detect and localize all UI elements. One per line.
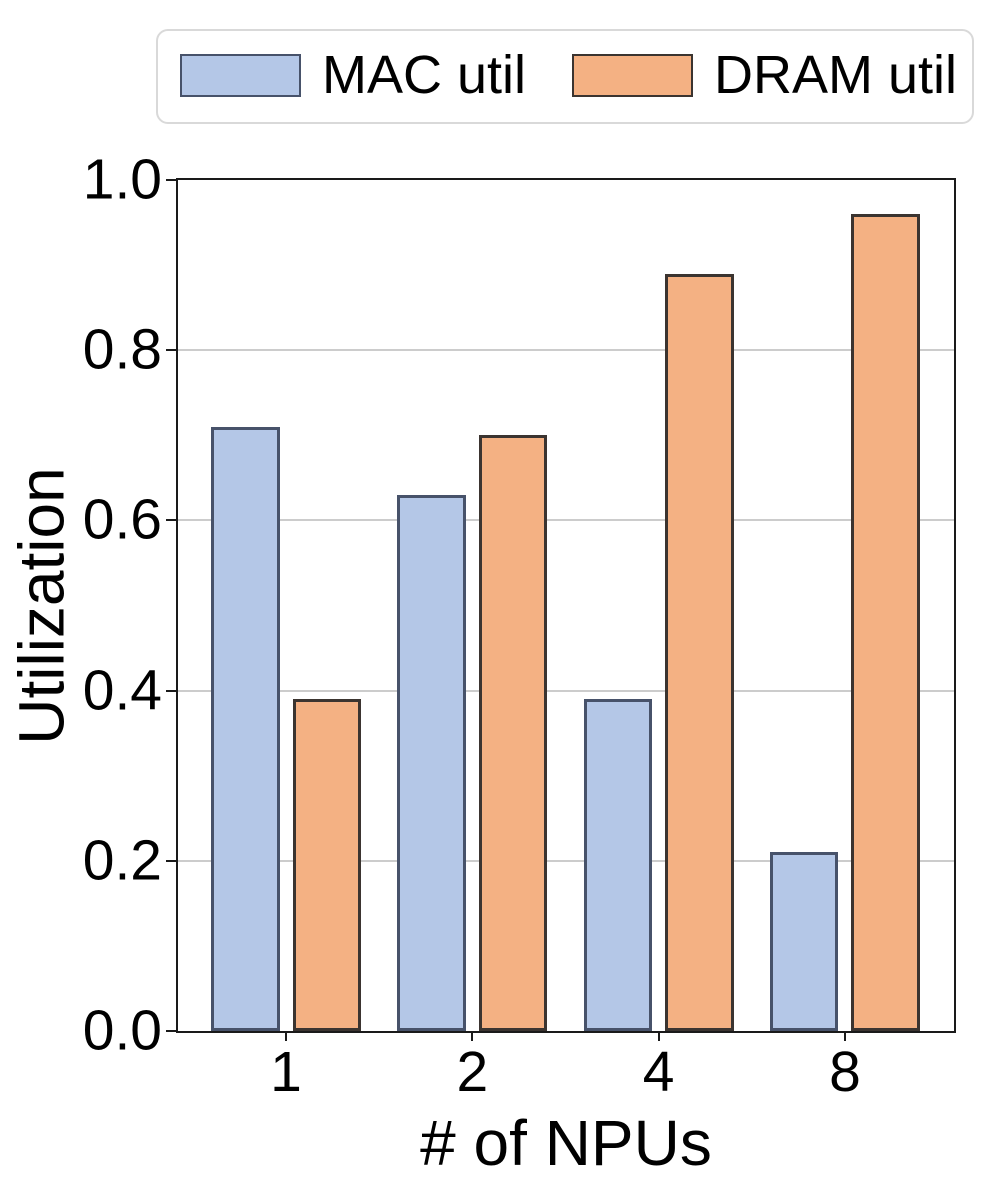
y-tick-mark-0.0 [166, 1030, 176, 1032]
legend-item-dram-util: DRAM util [572, 45, 958, 105]
x-tick-mark-8 [843, 1031, 846, 1041]
y-tick-label-0.2: 0.2 [82, 828, 162, 893]
y-tick-label-0.6: 0.6 [82, 487, 162, 552]
y-tick-mark-0.4 [166, 689, 176, 692]
bar-mac-util-npu-2 [397, 494, 466, 1031]
y-tick-mark-1.0 [166, 179, 176, 181]
x-tick-label-1: 1 [270, 1040, 302, 1104]
legend-item-mac-util: MAC util [180, 45, 527, 105]
x-tick-label-4: 4 [642, 1040, 675, 1104]
plot-area [176, 178, 956, 1033]
bar-dram-util-npu-1 [292, 699, 361, 1031]
y-tick-label-1.0: 1.0 [82, 147, 162, 212]
bar-dram-util-npu-8 [851, 214, 920, 1031]
x-axis-title: # of NPUs [420, 1107, 712, 1179]
y-tick-label-0.0: 0.0 [82, 998, 162, 1063]
x-tick-label-8: 8 [829, 1040, 861, 1104]
y-tick-label-0.8: 0.8 [82, 317, 162, 382]
gridline-0.4 [178, 689, 954, 692]
x-tick-mark-1 [285, 1031, 287, 1041]
x-tick-mark-4 [657, 1031, 660, 1041]
legend-label-mac-util: MAC util [322, 45, 527, 105]
y-tick-mark-0.6 [166, 519, 176, 522]
dram-util-swatch [572, 54, 693, 97]
y-tick-mark-0.2 [166, 859, 176, 862]
x-tick-mark-2 [471, 1031, 474, 1041]
bar-mac-util-npu-4 [583, 699, 653, 1031]
legend: MAC util DRAM util [156, 29, 974, 124]
mac-util-swatch [180, 54, 301, 97]
bar-dram-util-npu-2 [478, 435, 548, 1031]
bar-mac-util-npu-1 [211, 426, 280, 1031]
y-tick-mark-0.8 [166, 349, 176, 352]
bar-dram-util-npu-4 [665, 273, 734, 1031]
legend-label-dram-util: DRAM util [714, 45, 958, 105]
y-tick-label-0.4: 0.4 [82, 658, 162, 723]
bar-mac-util-npu-8 [769, 852, 839, 1031]
gridline-0.2 [178, 859, 954, 862]
gridline-0.8 [178, 349, 954, 352]
x-tick-label-2: 2 [456, 1040, 489, 1104]
gridline-0.6 [178, 519, 954, 522]
y-axis-title-wrap: Utilization [0, 178, 84, 1033]
